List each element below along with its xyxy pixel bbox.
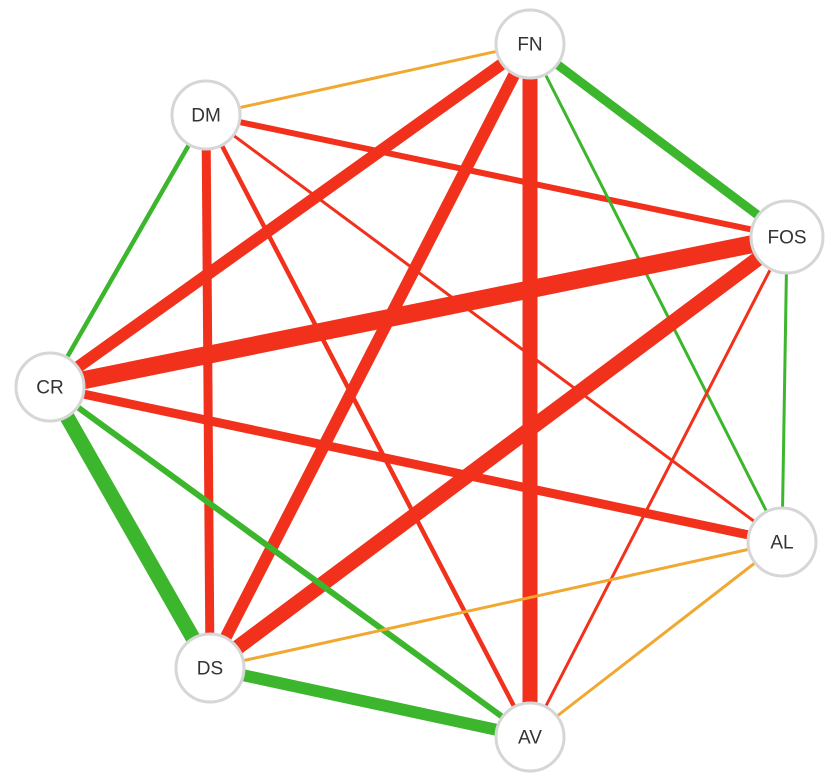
edge-al-ds: [208, 540, 784, 670]
node-label: FOS: [767, 228, 806, 249]
edge-fn-cr: [44, 38, 536, 393]
node-dm: DM: [170, 79, 242, 151]
node-cr: CR: [14, 351, 86, 423]
node-circle: [494, 701, 566, 773]
edge-dm-cr: [47, 112, 209, 390]
node-label: AV: [518, 728, 542, 749]
edge-fos-ds: [202, 229, 795, 676]
edge-fn-ds: [204, 38, 536, 674]
edge-cr-ds: [42, 379, 218, 676]
node-circle: [14, 351, 86, 423]
node-circle: [494, 8, 566, 80]
node-al: AL: [746, 506, 818, 578]
edges-layer: [41, 36, 796, 745]
edge-al-av: [528, 540, 784, 739]
node-circle: [174, 632, 246, 704]
edge-fos-al: [780, 235, 789, 544]
node-circle: [170, 79, 242, 151]
edge-dm-av: [203, 112, 533, 740]
edge-fos-av: [528, 235, 789, 739]
edge-cr-av: [47, 384, 533, 740]
node-label: CR: [36, 378, 63, 399]
edge-fn-fos: [525, 39, 792, 242]
edge-ds-av: [204, 662, 536, 743]
node-label: DM: [191, 106, 221, 127]
node-label: DS: [197, 659, 223, 680]
node-circle: [749, 199, 825, 275]
node-circle: [746, 506, 818, 578]
edge-dm-fn: [204, 42, 532, 117]
edge-dm-fos: [203, 112, 790, 240]
nodes-layer: FN DM FOS CR AL DS AV: [14, 8, 825, 773]
edge-cr-al: [45, 382, 787, 547]
node-label: FN: [517, 35, 542, 56]
node-label: AL: [770, 533, 793, 554]
edge-dm-al: [204, 113, 784, 544]
edge-fn-al: [528, 42, 784, 544]
node-ds: DS: [174, 632, 246, 704]
node-fn: FN: [494, 8, 566, 80]
edge-dm-ds: [201, 110, 215, 673]
edge-fos-cr: [41, 228, 796, 396]
node-av: AV: [494, 701, 566, 773]
node-fos: FOS: [749, 199, 825, 275]
